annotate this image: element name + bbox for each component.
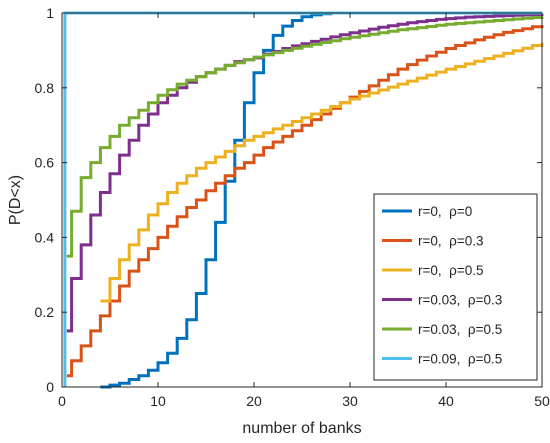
y-tick-label: 0.8 <box>35 80 55 96</box>
series-line-2 <box>66 25 544 378</box>
x-axis-label: number of banks <box>242 420 361 437</box>
legend-entry-1: r=0, ρ=0 <box>418 204 472 219</box>
legend-entry-6: r=0.09, ρ=0.5 <box>418 352 502 367</box>
y-axis-label: P(D<x) <box>7 175 24 225</box>
plot-area-frame <box>61 12 543 388</box>
x-tick-label: 40 <box>438 393 454 409</box>
legend-entry-4: r=0.03, ρ=0.3 <box>418 293 502 308</box>
y-tick-label: 0.4 <box>35 229 55 245</box>
legend-entry-5: r=0.03, ρ=0.5 <box>418 322 502 337</box>
y-tick-label: 0.2 <box>35 304 55 320</box>
y-tick-label: 0.6 <box>35 155 55 171</box>
series-line-1 <box>100 11 542 389</box>
x-tick-label: 30 <box>342 393 358 409</box>
legend-box <box>373 193 538 381</box>
x-tick-label: 0 <box>58 393 66 409</box>
y-axis: 0 0.2 0.4 0.6 0.8 1 <box>35 5 542 395</box>
series-line-4 <box>66 13 544 333</box>
series-line-3 <box>100 42 544 303</box>
legend-entry-2: r=0, ρ=0.3 <box>418 234 483 249</box>
y-tick-label: 0 <box>46 379 54 395</box>
legend: r=0, ρ=0 r=0, ρ=0.3 r=0, ρ=0.5 r=0.03, ρ=0.… <box>373 193 538 381</box>
x-axis: 0 10 20 30 40 50 <box>58 13 550 409</box>
series-line-5 <box>66 16 544 258</box>
x-tick-label: 10 <box>150 393 166 409</box>
y-tick-label: 1 <box>46 5 54 21</box>
x-tick-label: 50 <box>534 393 550 409</box>
x-tick-label: 20 <box>246 393 262 409</box>
legend-entry-3: r=0, ρ=0.5 <box>418 263 483 278</box>
